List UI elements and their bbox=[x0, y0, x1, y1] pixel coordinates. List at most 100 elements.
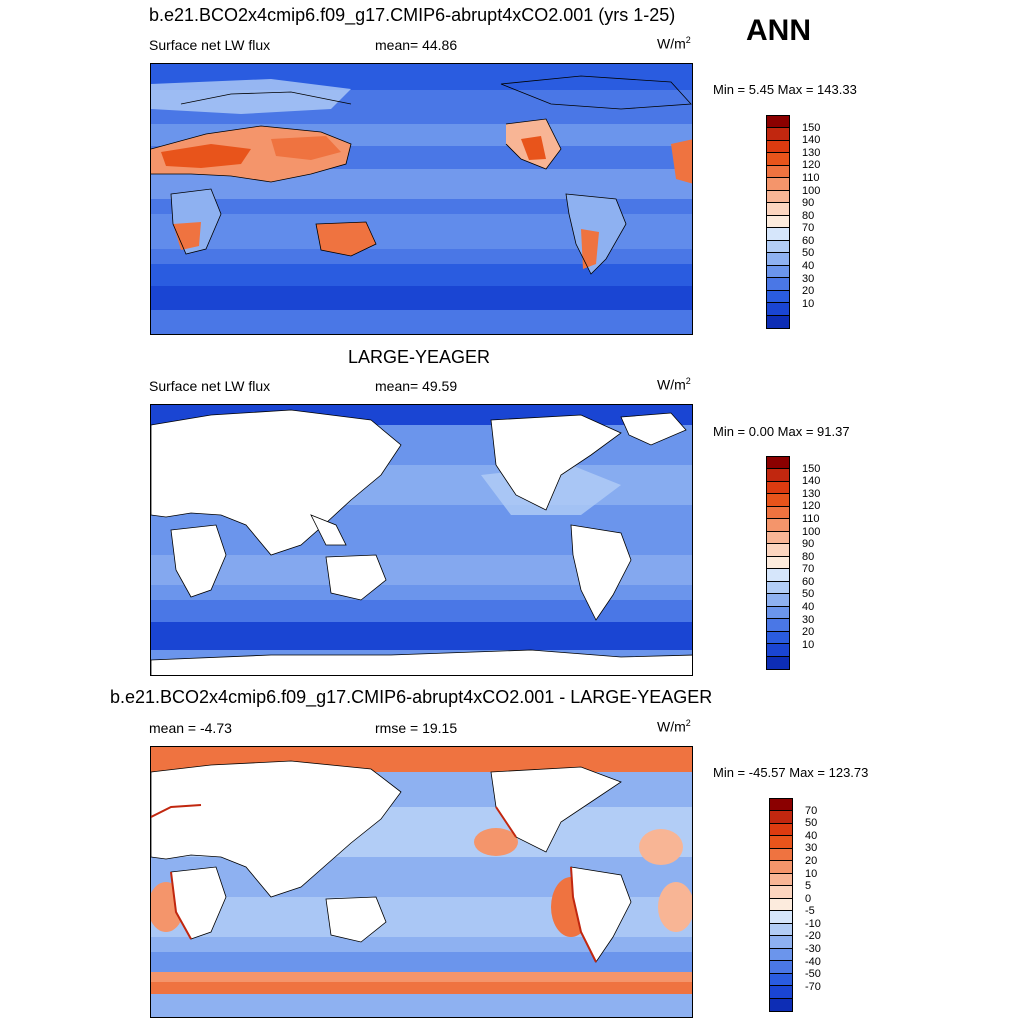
panel-1-minmax: Min = 5.45 Max = 143.33 bbox=[713, 82, 857, 97]
colorbar-swatch bbox=[767, 203, 789, 216]
colorbar-tick-label: -30 bbox=[805, 943, 821, 956]
panel-3-map bbox=[150, 746, 693, 1018]
colorbar-swatch bbox=[770, 861, 792, 874]
colorbar-tick-label: 70 bbox=[805, 804, 818, 817]
colorbar-tick-label: 90 bbox=[802, 538, 815, 551]
colorbar-swatch bbox=[770, 799, 792, 812]
colorbar-tick-label: 100 bbox=[802, 525, 821, 538]
colorbar-tick-label: 110 bbox=[802, 171, 820, 184]
colorbar-swatch bbox=[767, 457, 789, 470]
colorbar-tick-label: 40 bbox=[805, 829, 818, 842]
colorbar-swatch bbox=[767, 116, 789, 129]
colorbar-tick-label: -20 bbox=[805, 930, 821, 943]
colorbar-swatch bbox=[767, 165, 789, 179]
colorbar-swatch bbox=[767, 556, 789, 570]
colorbar-tick-label: 50 bbox=[802, 247, 815, 260]
colorbar-tick-label: 50 bbox=[805, 817, 818, 830]
panel-2-mean-label: mean= 49.59 bbox=[375, 378, 458, 394]
colorbar-tick-label: 140 bbox=[802, 134, 821, 147]
colorbar-tick-label: 10 bbox=[805, 867, 818, 880]
colorbar-tick-label: 50 bbox=[802, 588, 815, 601]
colorbar-swatch bbox=[770, 961, 792, 974]
colorbar-swatch bbox=[767, 544, 789, 557]
colorbar-swatch bbox=[767, 190, 789, 204]
colorbar-swatch bbox=[767, 315, 789, 328]
colorbar-tick-label: 20 bbox=[802, 626, 815, 639]
colorbar-tick-label: -50 bbox=[805, 968, 821, 981]
panel-1-title: b.e21.BCO2x4cmip6.f09_g17.CMIP6-abrupt4x… bbox=[149, 5, 676, 25]
panel-1-mean-label: mean= 44.86 bbox=[375, 37, 458, 53]
colorbar-tick-label: -70 bbox=[805, 980, 821, 993]
colorbar-swatch bbox=[767, 506, 789, 520]
colorbar-swatch bbox=[767, 481, 789, 495]
colorbar-swatch bbox=[770, 836, 792, 849]
panel-1-variable-label: Surface net LW flux bbox=[149, 37, 271, 53]
colorbar-swatch bbox=[770, 811, 792, 824]
colorbar-swatch bbox=[767, 644, 789, 657]
colorbar-swatch bbox=[767, 278, 789, 291]
colorbar-tick-label: 130 bbox=[802, 146, 821, 159]
colorbar-tick-label: 0 bbox=[805, 892, 812, 905]
colorbar-swatch bbox=[770, 911, 792, 924]
colorbar-tick-label: 100 bbox=[802, 184, 821, 197]
colorbar-tick-label: 70 bbox=[802, 563, 815, 576]
colorbar-tick-label: 90 bbox=[802, 197, 815, 210]
colorbar-swatch bbox=[767, 619, 789, 632]
colorbar-tick-label: 150 bbox=[802, 121, 821, 134]
colorbar-swatch bbox=[767, 140, 789, 154]
colorbar-swatch bbox=[767, 631, 789, 645]
colorbar-tick-label: 30 bbox=[802, 613, 815, 626]
colorbar-swatch bbox=[767, 128, 789, 141]
colorbar-tick-label: 30 bbox=[802, 272, 815, 285]
colorbar-swatch bbox=[767, 253, 789, 266]
panel-2-minmax: Min = 0.00 Max = 91.37 bbox=[713, 424, 850, 439]
colorbar-swatch bbox=[767, 519, 789, 532]
colorbar-tick-label: 70 bbox=[802, 222, 815, 235]
colorbar-swatch bbox=[767, 469, 789, 482]
colorbar-swatch bbox=[767, 594, 789, 607]
colorbar-swatch bbox=[770, 823, 792, 837]
colorbar-swatch bbox=[767, 569, 789, 582]
panel-1-colorbar bbox=[766, 115, 790, 329]
colorbar-tick-label: 30 bbox=[805, 842, 818, 855]
season-label: ANN bbox=[746, 14, 811, 47]
colorbar-tick-label: 130 bbox=[802, 487, 821, 500]
colorbar-tick-label: 10 bbox=[802, 297, 815, 310]
colorbar-swatch bbox=[767, 494, 789, 507]
colorbar-swatch bbox=[770, 986, 792, 999]
colorbar-tick-label: 10 bbox=[802, 638, 815, 651]
colorbar-tick-label: 150 bbox=[802, 462, 821, 475]
colorbar-swatch bbox=[767, 290, 789, 304]
colorbar-swatch bbox=[767, 240, 789, 254]
colorbar-tick-label: 120 bbox=[802, 159, 821, 172]
panel-3-minmax: Min = -45.57 Max = 123.73 bbox=[713, 765, 869, 780]
colorbar-tick-label: 40 bbox=[802, 260, 815, 273]
colorbar-tick-label: 5 bbox=[805, 880, 812, 893]
panel-2-colorbar bbox=[766, 456, 790, 670]
panel-2-title: LARGE-YEAGER bbox=[348, 347, 491, 367]
colorbar-swatch bbox=[770, 886, 792, 899]
colorbar-swatch bbox=[767, 178, 789, 191]
colorbar-swatch bbox=[770, 936, 792, 949]
colorbar-tick-label: -40 bbox=[805, 955, 821, 968]
colorbar-swatch bbox=[767, 153, 789, 166]
panel-2-units: W/m2 bbox=[657, 376, 691, 393]
panel-1-units: W/m2 bbox=[657, 35, 691, 52]
colorbar-tick-label: 60 bbox=[802, 575, 815, 588]
colorbar-swatch bbox=[770, 873, 792, 887]
colorbar-swatch bbox=[767, 581, 789, 595]
colorbar-tick-label: 20 bbox=[802, 285, 815, 298]
colorbar-swatch bbox=[767, 265, 789, 279]
panel-3-colorbar-labels: 70 50 40 30 20 10 5 0 -5 -10 -20 -30 -40 -50 -70 bbox=[805, 798, 845, 1012]
panel-3-title: b.e21.BCO2x4cmip6.f09_g17.CMIP6-abrupt4x… bbox=[110, 687, 713, 707]
colorbar-swatch bbox=[770, 923, 792, 937]
colorbar-tick-label: 40 bbox=[802, 601, 815, 614]
panel-2-variable-label: Surface net LW flux bbox=[149, 378, 271, 394]
colorbar-tick-label: 60 bbox=[802, 234, 815, 247]
colorbar-swatch bbox=[770, 998, 792, 1011]
colorbar-swatch bbox=[767, 303, 789, 316]
colorbar-swatch bbox=[767, 531, 789, 545]
colorbar-tick-label: 140 bbox=[802, 475, 821, 488]
colorbar-swatch bbox=[770, 848, 792, 862]
panel-3-units: W/m2 bbox=[657, 718, 691, 735]
